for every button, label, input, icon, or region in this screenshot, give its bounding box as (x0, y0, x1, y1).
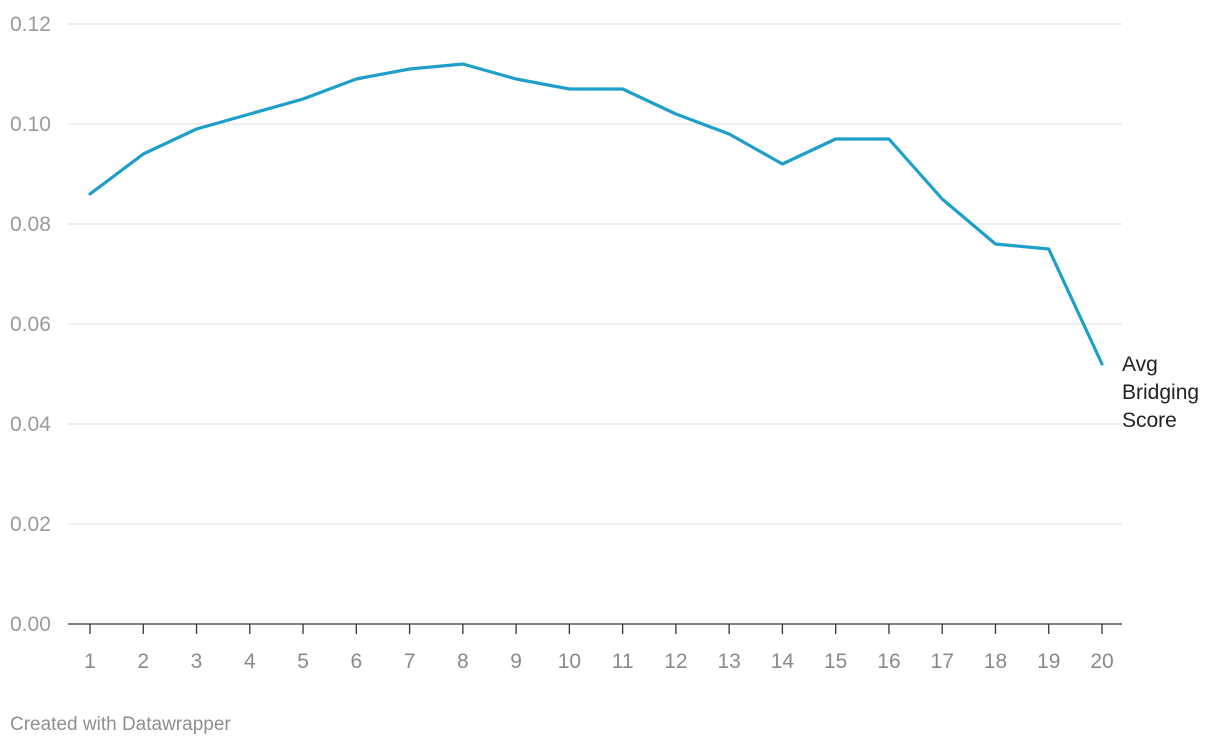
x-tick-label: 15 (824, 650, 847, 673)
x-tick-label: 7 (404, 650, 416, 673)
y-tick-label: 0.02 (10, 513, 51, 536)
x-tick-label: 9 (510, 650, 522, 673)
y-tick-label: 0.12 (10, 13, 51, 36)
series-layer: Avg Bridging Score (88, 62, 1199, 432)
x-tick-label: 12 (664, 650, 687, 673)
y-tick-label: 0.08 (10, 213, 51, 236)
y-tick-label: 0.00 (10, 613, 51, 636)
x-tick-label: 11 (612, 650, 634, 673)
y-axis-tick-labels: 0.00 0.02 0.04 0.06 0.08 0.10 0.12 (10, 13, 51, 636)
x-tick-label: 3 (191, 650, 203, 673)
series-label-line: Score (1122, 409, 1177, 432)
y-tick-label: 0.06 (10, 313, 51, 336)
x-tick-label: 18 (984, 650, 1007, 673)
series-line (88, 62, 1104, 366)
x-tick-label: 8 (457, 650, 469, 673)
x-tick-label: 1 (84, 650, 96, 673)
series-label: Avg Bridging Score (1122, 353, 1199, 432)
x-tick-label: 6 (350, 650, 362, 673)
gridlines (68, 23, 1122, 525)
x-tick-label: 16 (877, 650, 900, 673)
x-tick-label: 17 (931, 650, 954, 673)
x-tick-label: 10 (558, 650, 581, 673)
x-tick-label: 19 (1037, 650, 1060, 673)
series-label-line: Avg (1122, 353, 1158, 376)
credit-text: Created with Datawrapper (10, 714, 231, 735)
series-label-line: Bridging (1122, 381, 1199, 404)
x-axis: 1 2 3 4 5 6 7 8 9 10 11 12 13 14 15 16 17 18 19 20 (68, 623, 1122, 673)
x-tick-label: 5 (297, 650, 309, 673)
y-tick-label: 0.04 (10, 413, 51, 436)
x-tick-label: 20 (1090, 650, 1113, 673)
x-tick-label: 4 (244, 650, 256, 673)
x-tick-label: 2 (137, 650, 149, 673)
x-tick-label: 14 (771, 650, 795, 673)
y-tick-label: 0.10 (10, 113, 51, 136)
x-tick-label: 13 (717, 650, 740, 673)
